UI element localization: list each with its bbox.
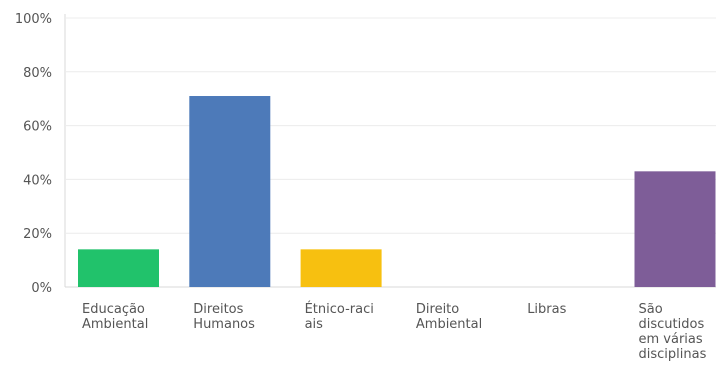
x-category-label-line: São xyxy=(639,302,663,317)
x-category-label: Direito Ambiental xyxy=(416,302,482,332)
x-category-label-line: discutidos xyxy=(639,317,705,332)
y-tick-label: 100% xyxy=(15,12,52,27)
y-axis-ticks: 0% 20% 40% 60% 80% 100% xyxy=(15,12,52,296)
bars xyxy=(78,96,716,287)
bar[interactable] xyxy=(78,249,159,287)
y-tick-label: 40% xyxy=(23,173,52,188)
y-tick-label: 80% xyxy=(23,66,52,81)
x-category-label-line: Humanos xyxy=(193,317,255,332)
x-category-label-line: Direito xyxy=(416,302,459,317)
x-category-label-line: Étnico-raci xyxy=(305,301,374,317)
x-category-label-line: Ambiental xyxy=(82,317,148,332)
grid-lines xyxy=(64,14,716,288)
x-category-label-line: ais xyxy=(305,317,324,332)
y-tick-label: 60% xyxy=(23,120,52,135)
bar[interactable] xyxy=(189,96,271,287)
x-category-label: Libras xyxy=(527,302,566,317)
x-category-label: Étnico-raci ais xyxy=(305,301,374,332)
x-category-label-line: Direitos xyxy=(193,302,243,317)
x-category-label-line: Ambiental xyxy=(416,317,482,332)
bar[interactable] xyxy=(634,171,716,287)
x-category-label-line: Educação xyxy=(82,302,145,317)
y-tick-label: 20% xyxy=(23,227,52,242)
x-category-label-line: disciplinas xyxy=(639,347,707,362)
bar[interactable] xyxy=(300,249,382,287)
x-category-label-line: em várias xyxy=(639,332,703,347)
x-category-label: São discutidos em várias disciplinas xyxy=(639,302,707,362)
x-category-label-line: Libras xyxy=(527,302,566,317)
y-tick-label: 0% xyxy=(31,281,52,296)
x-category-label: Direitos Humanos xyxy=(193,302,255,332)
x-category-label: Educação Ambiental xyxy=(82,302,148,332)
